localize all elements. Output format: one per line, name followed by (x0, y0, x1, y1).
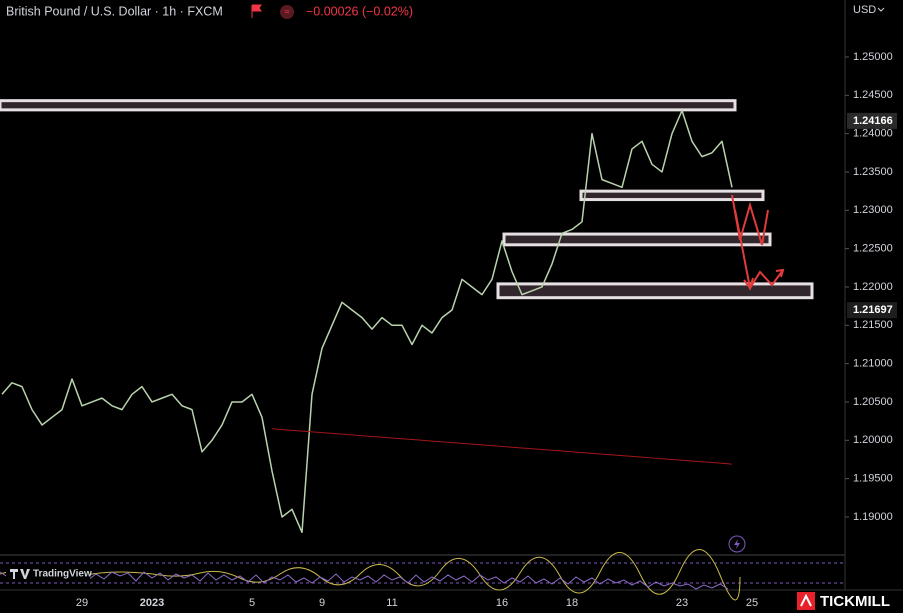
y-tick-label: 1.24500 (853, 89, 893, 101)
chart-title: British Pound / U.S. Dollar · 1h · FXCM (6, 4, 223, 18)
x-tick-label: 23 (676, 597, 688, 609)
x-tick-label: 25 (746, 597, 758, 609)
y-tick-label: 1.20000 (853, 434, 893, 446)
flag-icon (251, 4, 262, 18)
y-tick-label: 1.19000 (853, 511, 893, 523)
currency-chevron (877, 7, 885, 12)
marks: 1.19000 1.19500 1.20000 1.20500 1.21000 1.215… (0, 51, 893, 609)
broker-name: TICKMILL (820, 593, 890, 610)
price-label: 1.24166 (853, 115, 893, 127)
x-tick-label: 29 (76, 597, 88, 609)
broker-logo-glyph (800, 593, 812, 607)
series-line (271, 428, 733, 465)
y-tick-label: 1.21500 (853, 319, 893, 331)
y-tick-label: 1.24000 (853, 128, 893, 140)
price-change: −0.00026 (−0.02%) (306, 4, 413, 18)
y-tick-label: 1.22000 (853, 281, 893, 293)
currency: USD (853, 4, 876, 16)
brand-logo (10, 569, 30, 579)
osc-signal (0, 549, 741, 601)
zone (0, 99, 737, 112)
price-label-box (847, 302, 897, 319)
y-tick-label: 1.23500 (853, 166, 893, 178)
annotation-arrowhead (743, 268, 785, 291)
x-tick-label: 11 (386, 597, 397, 609)
x-tick-label: 16 (496, 597, 508, 609)
x-tick-label: 9 (319, 597, 325, 609)
event-icon (728, 535, 746, 553)
y-tick-label: 1.25000 (853, 51, 893, 63)
x-tick-label: 5 (249, 597, 255, 609)
brand-name: TradingView (33, 569, 92, 580)
status-icon-glyph: ≈ (285, 6, 290, 16)
status-icon (280, 5, 294, 19)
zone (579, 189, 765, 202)
x-tick-label: 18 (566, 597, 578, 609)
price-label: 1.21697 (853, 304, 893, 316)
y-tick-label: 1.21000 (853, 358, 893, 370)
event-icon-glyph (734, 539, 740, 549)
price-label-box (847, 112, 897, 129)
zone (496, 282, 814, 300)
y-tick-label: 1.23000 (853, 204, 893, 216)
osc-line (0, 569, 729, 590)
y-tick-label: 1.20500 (853, 396, 893, 408)
x-tick-label: 2023 (140, 597, 164, 609)
y-tick-label: 1.19500 (853, 473, 893, 485)
series-line (1, 109, 733, 534)
zone (502, 232, 772, 247)
y-tick-label: 1.22500 (853, 243, 893, 255)
annotation-arrow (734, 209, 784, 291)
